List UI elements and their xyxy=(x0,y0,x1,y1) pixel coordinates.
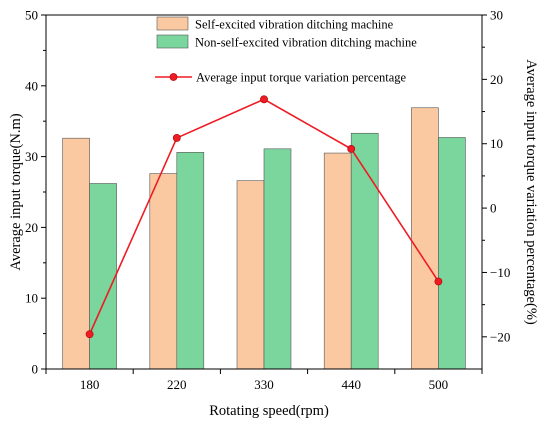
y-tick-label: 50 xyxy=(25,8,38,23)
bar-non-self-excited-180 xyxy=(89,183,117,370)
x-tick-label-440: 440 xyxy=(341,377,361,392)
legend-swatch-non-self-excited xyxy=(156,34,189,49)
y-tick-label: 0 xyxy=(32,362,39,377)
axes-layer: 0 10 20 30 40 50 −20 −10 0 10 20 30 180 220 330 440 500 xyxy=(25,8,510,393)
y2-tick-label: 20 xyxy=(490,72,503,87)
x-tick-label-220: 220 xyxy=(167,377,187,392)
bar-self-excited-180 xyxy=(62,137,90,370)
bar-self-excited-220 xyxy=(149,173,178,370)
legend-swatch-self-excited xyxy=(156,16,189,31)
y2-axis-label: Average input torque variation percentag… xyxy=(523,59,539,325)
bars-layer xyxy=(62,107,466,370)
legend-label-variation: Average input torque variation percentag… xyxy=(196,71,407,85)
x-tick-label-500: 500 xyxy=(429,377,449,392)
y2-tick-label: −20 xyxy=(490,329,510,344)
bar-non-self-excited-440 xyxy=(350,132,379,370)
bar-self-excited-330 xyxy=(236,180,265,370)
variation-point-330 xyxy=(260,95,268,104)
y-tick-label: 20 xyxy=(25,220,38,235)
variation-point-220 xyxy=(172,134,181,142)
legend: Self-excited vibration ditching machine N… xyxy=(155,16,417,85)
y-tick-label: 10 xyxy=(25,291,38,306)
legend-label-self-excited: Self-excited vibration ditching machine xyxy=(195,18,394,32)
bar-non-self-excited-330 xyxy=(263,148,292,370)
y2-tick-label: 30 xyxy=(490,8,503,23)
x-axis-label: Rotating speed(rpm) xyxy=(209,403,329,419)
x-tick-label-330: 330 xyxy=(254,377,274,392)
y-tick-label: 40 xyxy=(25,78,38,93)
y2-tick-label: −10 xyxy=(490,265,510,280)
legend-label-non-self-excited: Non-self-excited vibration ditching mach… xyxy=(195,36,417,50)
bar-self-excited-500 xyxy=(411,107,439,370)
y-axis-label: Average input torque(N.m) xyxy=(8,113,24,270)
bar-non-self-excited-500 xyxy=(438,137,466,370)
bar-self-excited-440 xyxy=(323,152,352,370)
y-tick-label: 30 xyxy=(25,149,38,164)
variation-point-500 xyxy=(434,277,443,286)
bar-non-self-excited-220 xyxy=(176,152,205,370)
variation-point-440 xyxy=(347,144,356,153)
x-tick-label-180: 180 xyxy=(80,377,100,392)
y2-tick-label: 0 xyxy=(490,201,497,216)
line-layer xyxy=(85,95,443,339)
variation-point-180 xyxy=(85,330,94,339)
legend-marker-variation xyxy=(169,73,178,81)
y2-tick-label: 10 xyxy=(490,136,503,151)
